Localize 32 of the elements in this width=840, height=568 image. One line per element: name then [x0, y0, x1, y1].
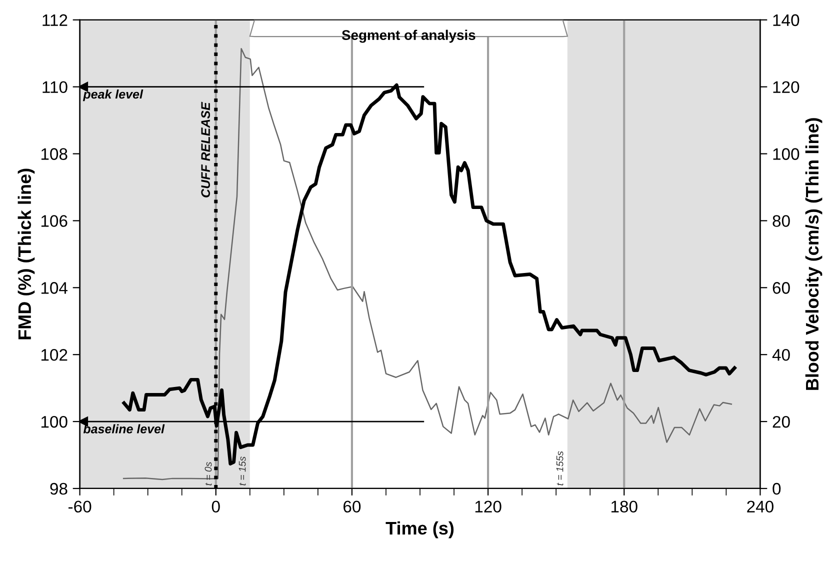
ref-line-label: baseline level: [83, 424, 165, 434]
y2-tick-label: 20: [772, 416, 790, 428]
y2-tick-label: 140: [773, 14, 800, 26]
x-tick-label: 120: [475, 500, 502, 513]
annotation: t = 155s: [556, 451, 564, 486]
y2-tick-label: 100: [773, 148, 800, 160]
y-tick-label: 104: [41, 282, 68, 294]
y-tick-label: 108: [41, 148, 68, 160]
y2-tick-label: 0: [772, 482, 781, 495]
y-tick-label: 106: [41, 215, 68, 227]
ref-line-label: CUFF RELEASE: [201, 102, 210, 198]
annotation: t = 0s: [204, 462, 212, 486]
y-tick-label: 110: [42, 81, 68, 94]
x-tick-label: 180: [611, 500, 638, 513]
y2-tick-label: 120: [773, 81, 800, 94]
y2-tick-label: 80: [772, 215, 790, 227]
x-tick-label: 0: [212, 500, 220, 513]
annotation: t = 15s: [238, 456, 246, 486]
y-tick-label: 98: [50, 482, 68, 495]
x-axis-title: Time (s): [386, 521, 454, 538]
x-tick-label: -60: [68, 500, 92, 513]
y2-axis-title: Blood Velocity (cm/s) (Thin line): [805, 118, 822, 390]
y-tick-label: 102: [41, 348, 68, 361]
y-axis-title: FMD (%) (Thick line): [18, 168, 35, 340]
x-tick-label: 60: [344, 500, 361, 513]
x-tick-label: 240: [747, 500, 774, 513]
y-tick-label: 112: [42, 14, 68, 26]
y-tick-label: 100: [41, 416, 68, 428]
y2-tick-label: 60: [772, 282, 790, 294]
ref-line-label: peak level: [82, 90, 144, 102]
y2-tick-label: 40: [772, 348, 790, 361]
annotation: Segment of analysis: [342, 30, 476, 43]
